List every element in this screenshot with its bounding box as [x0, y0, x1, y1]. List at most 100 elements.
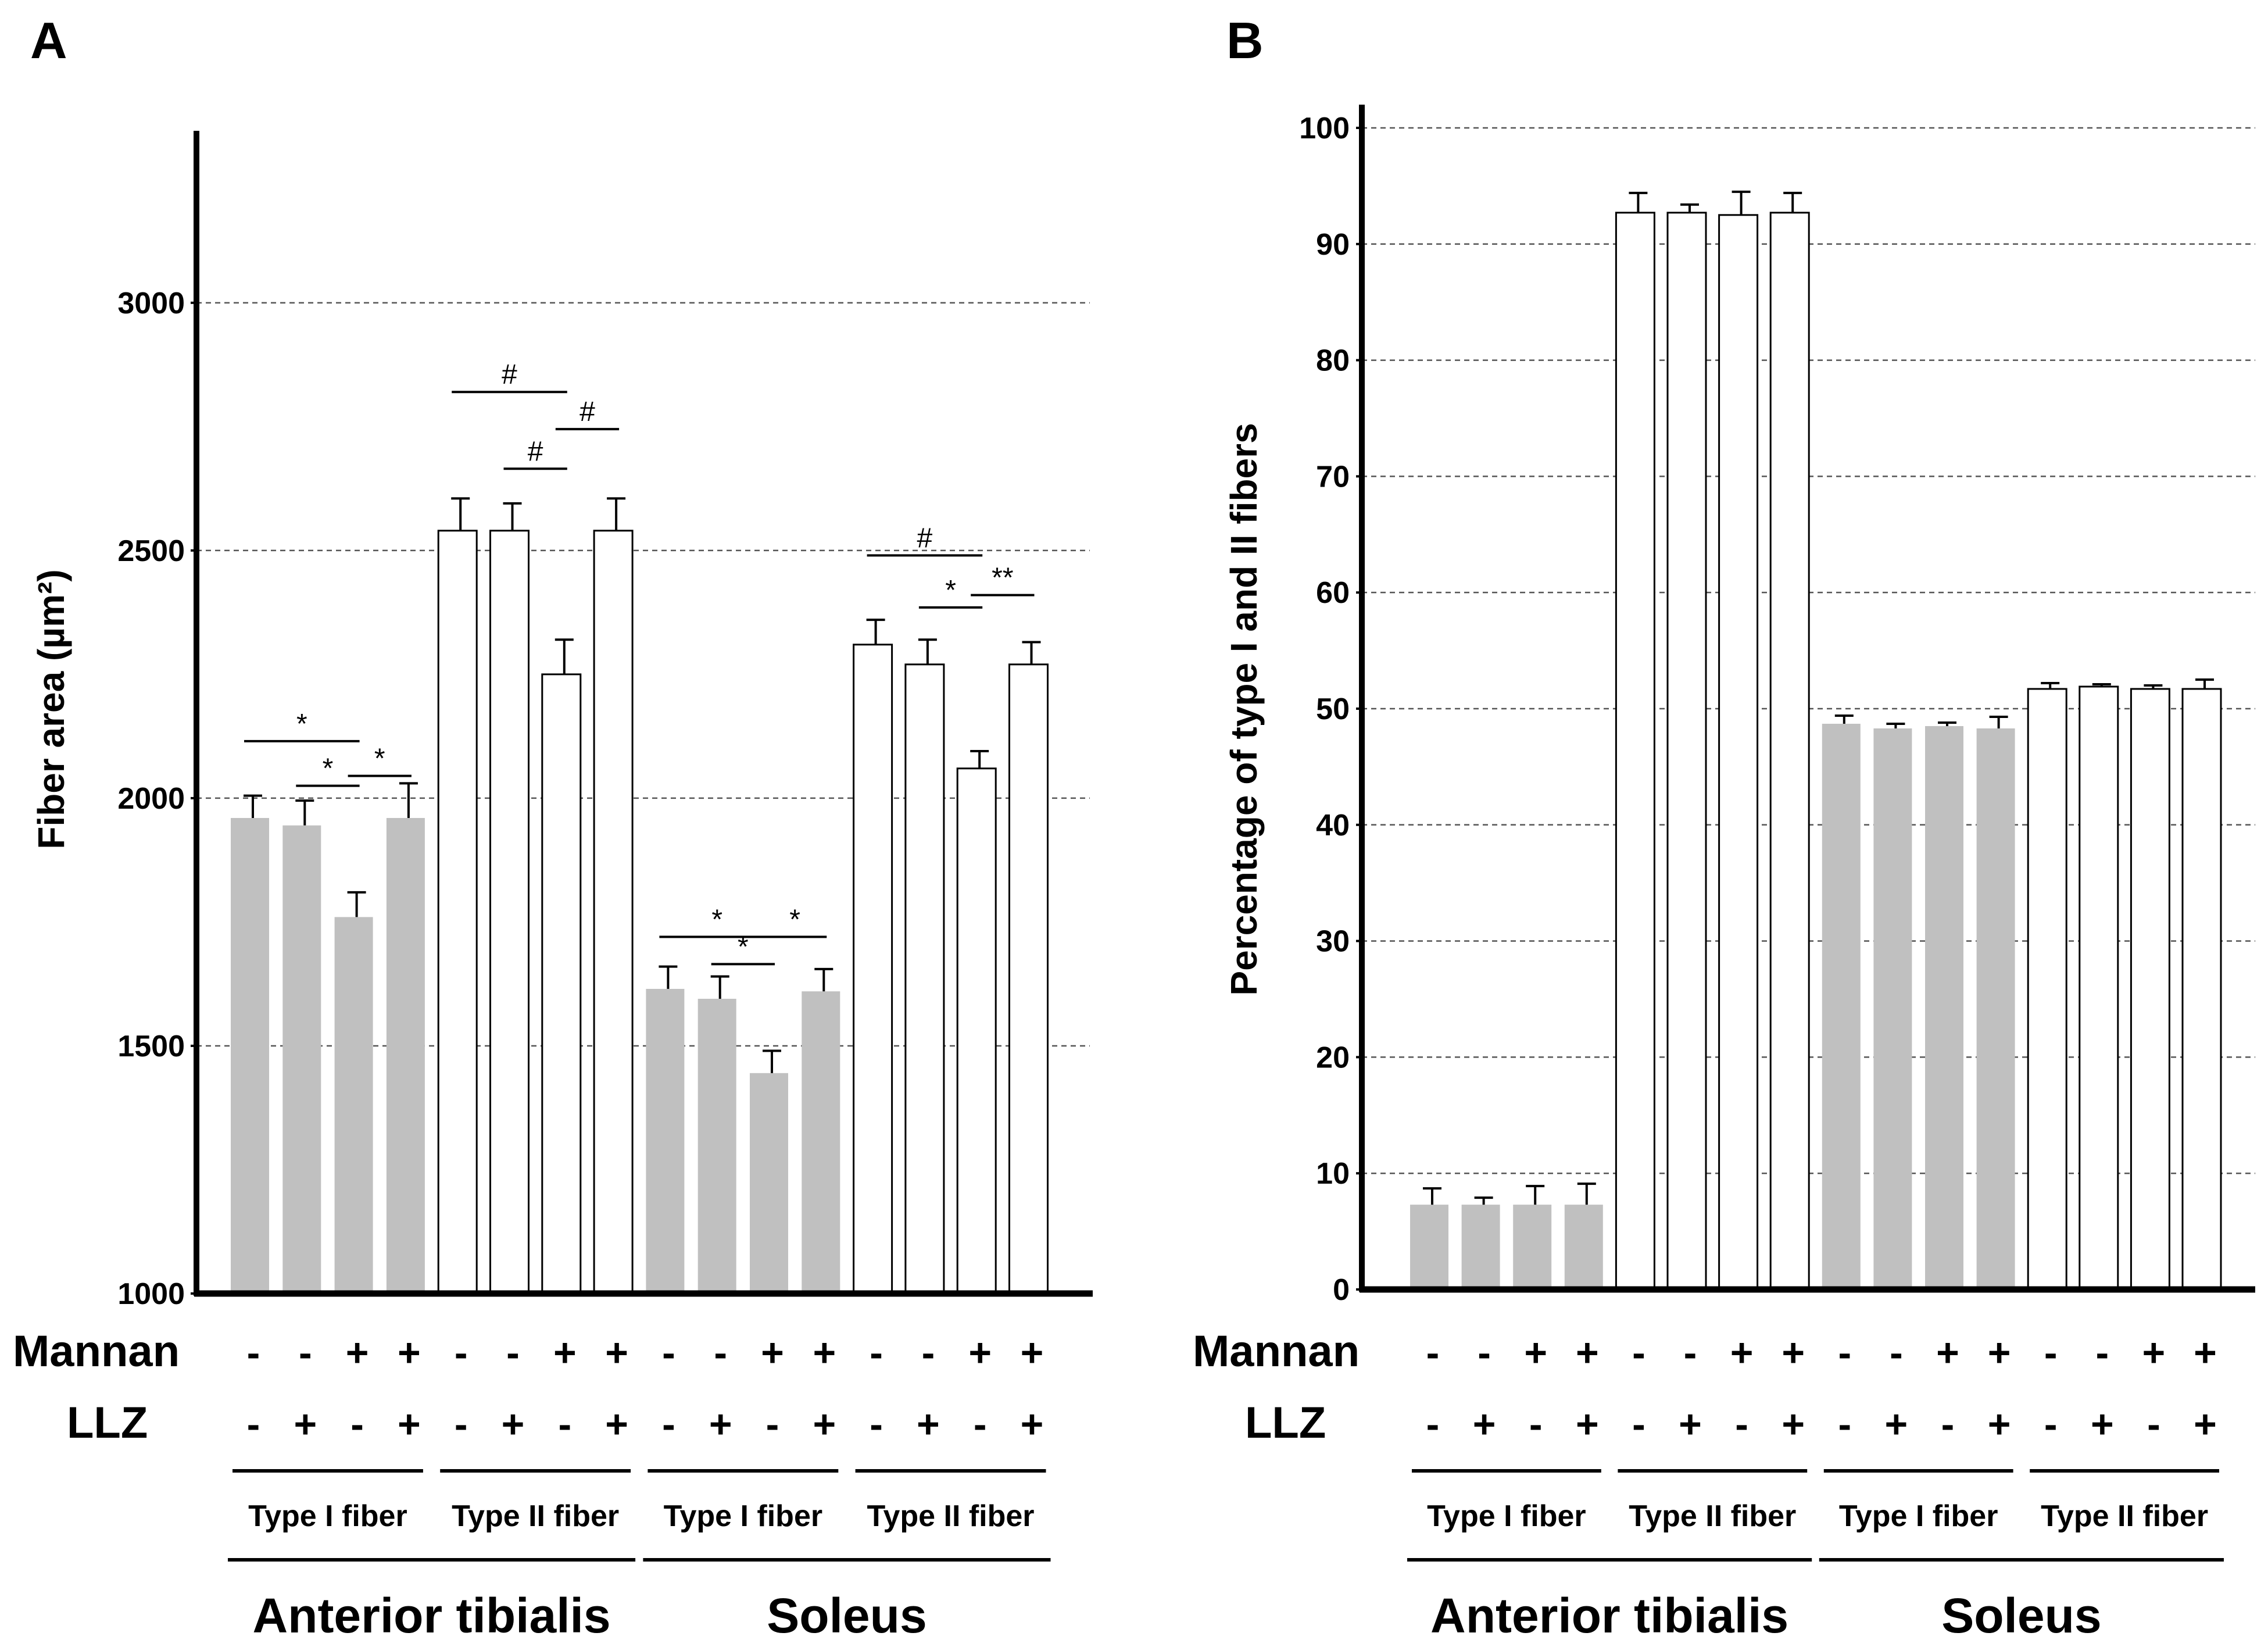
panel-a-llz-sign: - [350, 1402, 364, 1446]
panel-a-mannan-sign: + [398, 1331, 421, 1375]
panel-b-llz-sign: - [2044, 1402, 2058, 1446]
panel-a-significance-symbol: * [323, 753, 334, 784]
panel-b-bar [2181, 688, 2222, 1291]
panel-a-bar [231, 818, 269, 1294]
panel-a-mannan-sign: + [968, 1331, 992, 1375]
panel-b-mannan-sign: - [2095, 1331, 2109, 1375]
panel-a-llz-sign: + [1021, 1402, 1044, 1446]
panel-b-bar [1410, 1205, 1448, 1289]
panel-a-bar [386, 818, 425, 1294]
panel-a-fiber-group-label: Type I fiber [248, 1499, 407, 1533]
panel-a-llz-sign: + [917, 1402, 940, 1446]
panel-a-llz-sign: - [558, 1402, 571, 1446]
panel-a-y-tick-label: 1000 [117, 1277, 185, 1311]
panel-a-y-axis-label: Fiber area (µm²) [30, 569, 72, 849]
panel-a-mannan-sign: + [605, 1331, 628, 1375]
panel-a-mannan-sign: - [455, 1331, 468, 1375]
panel-b-y-axis-label: Percentage of type I and II fibers [1223, 423, 1265, 995]
panel-a-muscle-label: Anterior tibialis [252, 1588, 610, 1643]
panel-a-muscle-label: Soleus [767, 1588, 926, 1643]
panel-b-llz-sign: + [1473, 1402, 1496, 1446]
panel-a-mannan-sign: + [346, 1331, 369, 1375]
panel-b-bar [1615, 212, 1655, 1291]
panel-b-bar [1718, 214, 1759, 1291]
panel-b-bar [2130, 688, 2170, 1291]
panel-b-y-tick-label: 20 [1316, 1041, 1350, 1074]
panel-b-bar [1666, 212, 1707, 1291]
panel-a-bar [646, 988, 685, 1294]
panel-b-mannan-sign: + [1576, 1331, 1599, 1375]
panel-b-fiber-group-label: Type II fiber [1629, 1499, 1796, 1533]
panel-a-significance-symbol: ** [992, 563, 1013, 594]
panel-b-bar [1976, 728, 2015, 1289]
panel-a-y-tick-label: 2500 [117, 534, 185, 568]
panel-a-fiber-group-label: Type II fiber [867, 1499, 1035, 1533]
panel-b-mannan-sign: + [1936, 1331, 1959, 1375]
panel-b-llz-sign: - [1735, 1402, 1748, 1446]
panel-b-llz-sign: - [1529, 1402, 1543, 1446]
panel-b-llz-label: LLZ [1245, 1398, 1326, 1448]
panel-a-llz-sign: - [455, 1402, 468, 1446]
panel-a-y-tick-label: 1500 [117, 1030, 185, 1063]
panel-b-llz-sign: - [2147, 1402, 2160, 1446]
panel-a-mannan-sign: + [553, 1331, 577, 1375]
panel-a-mannan-sign: + [761, 1331, 784, 1375]
panel-b-y-tick-label: 90 [1316, 228, 1350, 262]
panel-a-llz-sign: + [709, 1402, 732, 1446]
panel-a-bar [541, 673, 582, 1295]
panel-b-llz-sign: + [1782, 1402, 1805, 1446]
panel-a-llz-sign: + [398, 1402, 421, 1446]
panel-b-mannan-sign: + [2142, 1331, 2166, 1375]
panel-a-y-tick-label: 2000 [117, 782, 185, 816]
panel-b-bar [1925, 726, 1963, 1289]
panel-a-bar [437, 530, 478, 1295]
panel-a-significance-symbol: * [374, 744, 385, 774]
panel-a-llz-sign: + [605, 1402, 628, 1446]
panel-b-bar [1822, 723, 1861, 1289]
panel-a-significance-symbol: # [502, 359, 517, 390]
panel-a-llz-sign: - [766, 1402, 779, 1446]
panel-b-llz-sign: + [1576, 1402, 1599, 1446]
panel-a-bar [593, 530, 634, 1295]
panel-b-llz-sign: - [1838, 1402, 1851, 1446]
panel-a-llz-label: LLZ [67, 1398, 148, 1448]
panel-b-llz-sign: + [2091, 1402, 2114, 1446]
panel-b-mannan-sign: - [2044, 1331, 2058, 1375]
panel-a-mannan-sign: - [662, 1331, 675, 1375]
panel-a-bar [802, 991, 840, 1294]
panel-a-fiber-group-label: Type I fiber [664, 1499, 823, 1533]
panel-a-llz-sign: - [662, 1402, 675, 1446]
panel-b-llz-sign: - [1632, 1402, 1645, 1446]
panel-a-llz-sign: - [974, 1402, 987, 1446]
panel-a-llz-sign: - [870, 1402, 883, 1446]
panel-a-mannan-sign: + [1021, 1331, 1044, 1375]
panel-a-mannan-label: Mannan [13, 1327, 180, 1376]
panel-a-significance-symbol: # [579, 396, 595, 427]
panel-b-y-tick-label: 40 [1316, 809, 1350, 842]
panel-a-mannan-sign: + [813, 1331, 836, 1375]
panel-b-mannan-sign: - [1890, 1331, 1903, 1375]
panel-a-mannan-sign: - [714, 1331, 727, 1375]
panel-a-bar [956, 767, 997, 1295]
panel-a-bar [1008, 663, 1049, 1295]
panel-b-muscle-label: Soleus [1941, 1588, 2101, 1643]
panel-b-bar [1513, 1205, 1552, 1289]
panel-b-y-tick-label: 80 [1316, 344, 1350, 378]
panel-a-bar [334, 917, 373, 1294]
panel-a-y-tick-label: 3000 [117, 287, 185, 320]
panel-b-llz-sign: - [1426, 1402, 1440, 1446]
panel-a-significance-symbol: # [528, 436, 543, 467]
panel-b-y-tick-label: 0 [1333, 1273, 1350, 1307]
panel-b-y-tick-label: 60 [1316, 576, 1350, 610]
panel-a-bar [489, 530, 530, 1295]
panel-b-bar [1564, 1205, 1603, 1289]
panel-b-llz-sign: + [1679, 1402, 1702, 1446]
panel-a-significance-symbol: * [711, 905, 722, 935]
panel-a-llz-sign: - [247, 1402, 260, 1446]
panel-b-letter: B [1226, 12, 1264, 69]
panel-b-bar [2079, 685, 2119, 1291]
panel-b-mannan-sign: - [1478, 1331, 1491, 1375]
